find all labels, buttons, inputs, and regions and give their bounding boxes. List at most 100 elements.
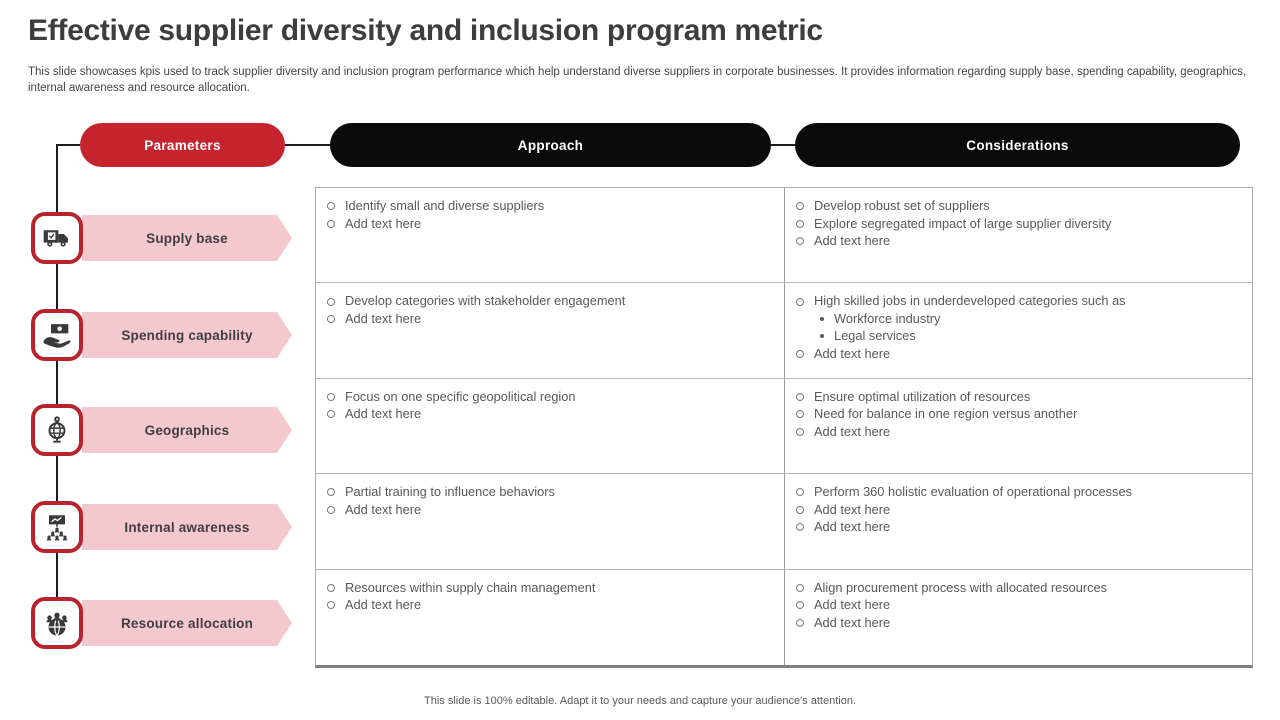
circle-bullet-icon [327, 505, 335, 514]
bullet-item: Align procurement process with allocated… [796, 579, 1242, 597]
row-label-spending-capability: Spending capability [82, 312, 292, 358]
circle-bullet-icon [327, 219, 335, 228]
circle-bullet-icon [327, 601, 335, 610]
bullet-item: Add text here [796, 614, 1242, 632]
bullet-list: High skilled jobs in underdeveloped cate… [796, 292, 1242, 362]
cell-supply-base-considerations: Develop robust set of suppliers Explore … [784, 188, 1252, 284]
header-pill-approach: Approach [330, 123, 771, 167]
bullet-item: Partial training to influence behaviors [327, 483, 774, 501]
bullet-item: Add text here [796, 501, 1242, 519]
circle-bullet-icon [796, 427, 804, 436]
connector-line-vertical [56, 145, 58, 623]
circle-bullet-icon [796, 488, 804, 497]
row-label-internal-awareness: Internal awareness [82, 504, 292, 550]
row-label-supply-base: Supply base [82, 215, 292, 261]
header-pill-considerations-label: Considerations [966, 137, 1069, 153]
bullet-list: Partial training to influence behaviors … [327, 483, 774, 518]
row-label-text: Spending capability [121, 327, 253, 343]
circle-bullet-icon [327, 583, 335, 592]
connector-line [771, 144, 795, 146]
row-label-text: Geographics [144, 422, 230, 438]
bullet-item: Add text here [796, 518, 1242, 536]
circle-bullet-icon [796, 583, 804, 592]
bullet-item: Develop categories with stakeholder enga… [327, 292, 774, 310]
global-team-icon [41, 607, 73, 639]
bullet-text: Add text here [814, 597, 891, 613]
cell-internal-awareness-considerations: Perform 360 holistic evaluation of opera… [784, 474, 1252, 570]
circle-bullet-icon [796, 202, 804, 211]
slide-description: This slide showcases kpis used to track … [28, 66, 1247, 94]
bullet-text: Develop robust set of suppliers [814, 198, 990, 213]
bullet-list: Perform 360 holistic evaluation of opera… [796, 483, 1242, 536]
page-title: Effective supplier diversity and inclusi… [28, 14, 823, 47]
cell-supply-base-approach: Identify small and diverse suppliers Add… [316, 188, 784, 284]
cell-spending-capability-considerations: High skilled jobs in underdeveloped cate… [784, 283, 1252, 379]
bullet-text: Develop categories with stakeholder enga… [345, 293, 626, 309]
bullet-text: Add text here [814, 345, 891, 361]
bullet-text: Add text here [345, 215, 422, 231]
circle-bullet-icon [796, 297, 804, 306]
bullet-text: Need for balance in one region versus an… [814, 406, 1078, 422]
bullet-item: Identify small and diverse suppliers [327, 197, 774, 215]
bullet-text: Focus on one specific geopolitical regio… [345, 388, 576, 404]
cell-geographics-considerations: Ensure optimal utilization of resources … [784, 378, 1252, 475]
bullet-item: Ensure optimal utilization of resources [796, 388, 1242, 406]
cell-internal-awareness-approach: Partial training to influence behaviors … [316, 474, 784, 570]
circle-bullet-icon [327, 297, 335, 306]
row-label-text: Internal awareness [124, 519, 250, 535]
presentation-audience-icon [41, 511, 73, 543]
bullet-text: Add text here [814, 501, 891, 517]
circle-bullet-icon [796, 618, 804, 627]
bullet-list: Develop robust set of suppliers Explore … [796, 197, 1242, 250]
row-label-resource-allocation: Resource allocation [82, 600, 292, 646]
bullet-text: Explore segregated impact of large suppl… [814, 215, 1112, 231]
cell-geographics-approach: Focus on one specific geopolitical regio… [316, 379, 784, 475]
bullet-text: High skilled jobs in underdeveloped cate… [814, 293, 1126, 309]
bullet-item: Add text here [796, 232, 1242, 250]
circle-bullet-icon [796, 505, 804, 514]
row-label-text: Resource allocation [120, 615, 254, 631]
bullet-item: Develop robust set of suppliers [796, 197, 1242, 215]
icon-box-geographics [31, 404, 83, 456]
dot-bullet-icon [820, 316, 824, 321]
row-label-geographics: Geographics [82, 407, 292, 453]
bullet-list: Ensure optimal utilization of resources … [796, 388, 1242, 441]
bullet-text: Add text here [345, 310, 422, 326]
bullet-item: Add text here [327, 405, 774, 423]
icon-box-internal-awareness [31, 501, 83, 553]
sub-bullet-item: Legal services [796, 327, 1242, 345]
icon-box-spending-capability [31, 309, 83, 361]
bullet-list: Develop categories with stakeholder enga… [327, 292, 774, 327]
bullet-text: Add text here [345, 597, 422, 613]
bullet-item: Need for balance in one region versus an… [796, 405, 1242, 423]
circle-bullet-icon [796, 219, 804, 228]
bullet-text: Add text here [345, 501, 422, 517]
circle-bullet-icon [327, 488, 335, 497]
circle-bullet-icon [327, 410, 335, 419]
delivery-truck-icon [41, 222, 73, 254]
circle-bullet-icon [796, 601, 804, 610]
circle-bullet-icon [796, 237, 804, 246]
icon-box-supply-base [31, 212, 83, 264]
editable-note: This slide is 100% editable. Adapt it to… [424, 695, 856, 707]
header-pill-approach-label: Approach [517, 137, 584, 153]
bullet-item: Focus on one specific geopolitical regio… [327, 388, 774, 406]
circle-bullet-icon [327, 392, 335, 401]
bullet-item: Add text here [327, 501, 774, 519]
icon-box-resource-allocation [31, 597, 83, 649]
bullet-list: Resources within supply chain management… [327, 579, 774, 614]
header-pill-considerations: Considerations [795, 123, 1240, 167]
bullet-text: Add text here [345, 406, 422, 422]
bullet-text: Add text here [814, 614, 891, 630]
bullet-text: Partial training to influence behaviors [345, 484, 555, 500]
bullet-item: Add text here [796, 423, 1242, 441]
globe-pin-icon [41, 414, 73, 446]
bullet-item: Perform 360 holistic evaluation of opera… [796, 483, 1242, 501]
header-pill-parameters: Parameters [80, 123, 285, 167]
bullet-text: Legal services [834, 328, 916, 344]
bullet-text: Align procurement process with allocated… [814, 579, 1108, 595]
bullet-item: High skilled jobs in underdeveloped cate… [796, 292, 1242, 310]
circle-bullet-icon [796, 350, 804, 359]
bullet-item: Add text here [327, 596, 774, 614]
